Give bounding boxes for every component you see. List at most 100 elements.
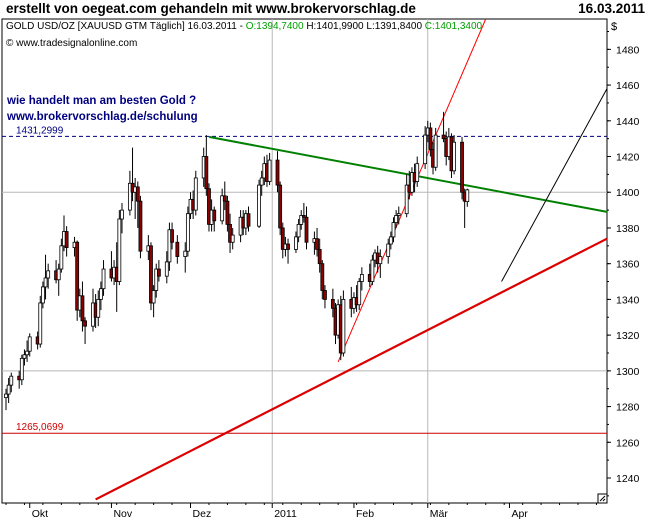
candlestick xyxy=(22,349,27,366)
candlestick xyxy=(101,260,106,296)
candlestick xyxy=(378,249,383,278)
candlestick xyxy=(96,290,101,327)
y-tick-label: 1360 xyxy=(616,259,640,271)
low-value: L:1391,8400 xyxy=(366,21,422,32)
candle-body xyxy=(149,245,153,304)
candle-body xyxy=(38,302,43,345)
candle-body xyxy=(460,141,464,193)
candle-body xyxy=(304,216,309,243)
candle-body xyxy=(452,141,457,172)
candlestick xyxy=(193,170,198,216)
candle-body xyxy=(9,375,14,386)
candle-body xyxy=(323,290,327,300)
x-axis: Okt Nov Dez 2011 Feb Mär Apr xyxy=(5,503,597,520)
candle-body xyxy=(135,186,140,202)
candlestick xyxy=(286,238,290,264)
candle-body xyxy=(207,188,211,225)
candlestick xyxy=(296,219,301,243)
candlestick xyxy=(117,210,122,286)
y-tick-label: 1240 xyxy=(616,473,640,485)
candlestick xyxy=(222,181,227,211)
candlestick xyxy=(175,235,180,264)
candlestick xyxy=(135,181,140,228)
candlestick xyxy=(320,260,325,300)
candle-body xyxy=(138,200,143,252)
candle-body xyxy=(370,259,375,282)
candle-body xyxy=(441,134,446,140)
candlestick xyxy=(404,174,409,218)
candlestick xyxy=(56,263,61,296)
candle-body xyxy=(98,288,103,300)
candlestick xyxy=(441,111,446,143)
candlestick xyxy=(423,126,428,170)
candle-body xyxy=(96,298,101,318)
candle-body xyxy=(359,273,364,282)
x-tick-label: Feb xyxy=(356,508,374,520)
resize-grip-icon[interactable] xyxy=(597,493,608,504)
candle-body xyxy=(341,298,346,354)
candle-body xyxy=(151,290,156,304)
y-tick-label: 1420 xyxy=(616,152,640,164)
y-tick-label: 1320 xyxy=(616,330,640,342)
candlestick xyxy=(330,288,335,318)
candlestick xyxy=(75,240,80,321)
candle-body xyxy=(396,213,401,216)
candlestick xyxy=(80,281,85,332)
candle-body xyxy=(423,134,428,165)
candlestick xyxy=(167,222,172,271)
candle-body xyxy=(185,213,190,252)
candle-body xyxy=(46,270,51,279)
candle-body xyxy=(278,184,283,229)
candlestick xyxy=(259,170,264,196)
x-tick-label: Nov xyxy=(113,508,132,520)
candlestick xyxy=(9,372,14,393)
y-tick-label: 1280 xyxy=(616,402,640,414)
candlestick xyxy=(267,152,272,186)
candlestick xyxy=(460,136,464,200)
candlestick xyxy=(391,217,396,243)
candle-body xyxy=(22,354,27,359)
candle-body xyxy=(164,261,169,277)
candle-body xyxy=(296,223,301,238)
candle-body xyxy=(43,277,48,288)
candle-body xyxy=(193,177,198,211)
candlestick xyxy=(156,260,161,282)
candle-body xyxy=(83,320,87,327)
candlestick xyxy=(41,281,45,309)
candle-body xyxy=(280,227,285,250)
candlestick xyxy=(301,202,306,223)
candlestick xyxy=(452,135,457,175)
candle-body xyxy=(41,286,45,304)
y-tick-label: 1340 xyxy=(616,294,640,306)
candlestick xyxy=(19,354,24,386)
candle-body xyxy=(64,231,69,249)
x-tick-label: Mär xyxy=(430,508,449,520)
candle-body xyxy=(154,268,159,291)
candle-body xyxy=(80,295,85,322)
instrument-label: GOLD USD/OZ [XAUUSD GTM Täglich] 16.03.2… xyxy=(6,21,237,32)
candlestick xyxy=(228,213,232,253)
trendlines xyxy=(95,18,608,501)
y-tick-label: 1260 xyxy=(616,437,640,449)
candlesticks xyxy=(4,111,470,411)
candlestick xyxy=(396,206,401,225)
candlestick xyxy=(433,127,438,171)
candle-body xyxy=(315,238,319,250)
candle-body xyxy=(410,172,414,193)
candlestick xyxy=(280,222,285,259)
copyright-text: © www.tradesignalonline.com xyxy=(6,38,137,49)
candle-body xyxy=(222,195,227,202)
trendline-red-long xyxy=(95,237,608,501)
candle-body xyxy=(301,215,306,218)
candle-body xyxy=(404,184,409,215)
candle-body xyxy=(259,177,264,186)
candlestick xyxy=(25,340,29,362)
candle-body xyxy=(127,182,132,211)
candle-body xyxy=(183,250,188,257)
candlestick xyxy=(183,242,188,273)
candle-body xyxy=(117,218,122,282)
candlestick xyxy=(317,238,322,273)
candle-body xyxy=(25,350,29,356)
y-axis: 1240 1260 1280 1300 1320 1340 1360 1380 1400 1420… xyxy=(607,31,640,497)
candlestick xyxy=(149,242,153,311)
